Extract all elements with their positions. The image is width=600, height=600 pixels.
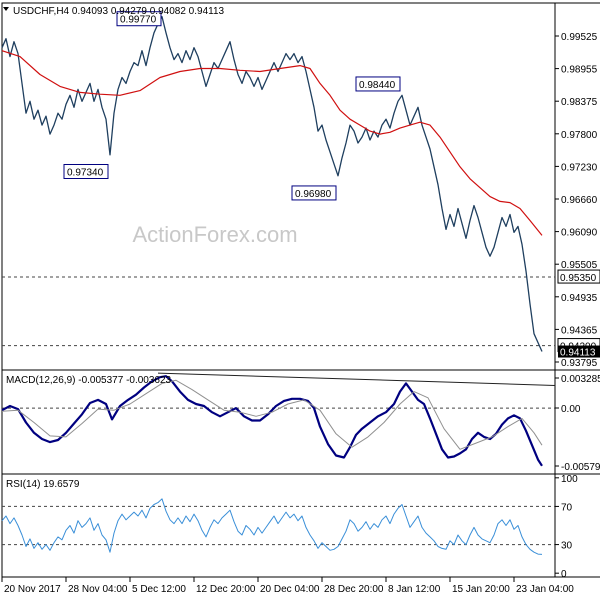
price-ytick-label: 0.98955 [561,65,598,76]
xaxis-label: 20 Dec 04:00 [260,584,320,595]
macd-trendline [157,372,556,386]
price-level-label: 0.95350 [560,273,597,284]
price-annotation-box [291,185,337,201]
current-price-label: 0.94113 [560,348,596,359]
price-annotation-box [63,163,109,179]
watermark: ActionForex.com [132,222,297,247]
macd-series-signal [1,379,543,450]
price-ytick-label: 0.99525 [561,32,598,43]
rsi-series [1,498,543,555]
price-level-box [557,269,600,284]
macd-ytick-label: -0.00579 [561,462,600,473]
panel-menu-arrow-icon [3,7,9,11]
xaxis-label: 15 Jan 20:00 [452,584,510,595]
rsi-header: RSI(14) 19.6579 [6,479,80,490]
price-ytick-label: 0.97230 [561,162,598,173]
price-annotation-label: 0.96980 [295,189,332,200]
price-series-sma [1,50,543,236]
price-series-usdchf [1,16,543,352]
price-annotation-label: 0.98440 [359,80,396,91]
price-annotation-box [116,11,162,27]
price-ytick-label: 0.98375 [561,97,598,108]
macd-ytick-label: 0.003285 [561,374,600,385]
xaxis-label: 5 Dec 12:00 [132,584,186,595]
price-annotation-label: 0.99770 [120,15,157,26]
price-ytick-label: 0.93795 [561,358,598,369]
price-ytick-label: 0.94365 [561,325,598,336]
price-ytick-label: 0.97800 [561,130,598,141]
rsi-ytick-label: 100 [561,474,578,485]
xaxis-label: 12 Dec 20:00 [196,584,256,595]
macd-header: MACD(12,26,9) -0.005377 -0.003623 [6,375,172,386]
price-header: USDCHF,H4 0.94093 0.94279 0.94082 0.9411… [13,6,225,17]
xaxis-label: 23 Jan 04:00 [516,584,574,595]
price-ytick-label: 0.95505 [561,260,598,271]
price-panel-frame [1,2,556,371]
price-annotation-label: 0.97340 [67,167,104,178]
price-annotation-box [355,76,401,92]
rsi-ytick-label: 70 [561,502,573,513]
current-price-box [558,345,600,358]
xaxis-label: 20 Nov 2017 [4,584,61,595]
rsi-panel-frame [1,473,556,578]
rsi-ytick-label: 30 [561,541,573,552]
xaxis-label: 28 Dec 20:00 [324,584,384,595]
price-ytick-label: 0.96660 [561,195,598,206]
rsi-ytick-label: 0 [561,569,567,580]
price-ytick-label: 0.94935 [561,293,598,304]
macd-ytick-label: 0.00 [561,404,581,415]
price-ytick-label: 0.96090 [561,228,598,239]
xaxis-label: 8 Jan 12:00 [388,584,441,595]
xaxis-label: 28 Nov 04:00 [68,584,128,595]
